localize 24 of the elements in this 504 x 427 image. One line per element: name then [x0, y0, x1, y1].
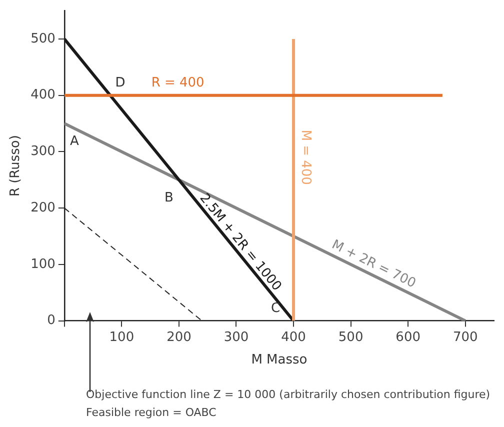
annotation: C [270, 301, 280, 316]
text: M + 2R = 700 [329, 237, 418, 292]
annotation: A [70, 134, 79, 149]
text: Feasible region = OABC [86, 405, 218, 421]
x-tick-label: 500 [338, 330, 364, 345]
y-tick-label: 400 [30, 88, 56, 103]
x-tick-label: 600 [396, 330, 420, 345]
y-tick-label: 100 [30, 256, 56, 272]
text: M = 400 [298, 130, 314, 185]
x-axis-title: M Masso [251, 352, 308, 368]
y-tick-label: 500 [30, 31, 56, 46]
y-axis-title: R (Russo) [8, 135, 24, 197]
y-tick-label: 200 [30, 200, 56, 216]
y-tick-label: 0 [47, 313, 56, 328]
text: Objective function line Z = 10 000 (arbitrarily chosen contribution figure) [86, 387, 490, 403]
annotation: B [164, 190, 174, 206]
x-tick-label: 300 [224, 330, 249, 345]
x-tick-label: 700 [452, 330, 478, 345]
x-tick-label: 100 [109, 330, 134, 345]
annotation: D [115, 76, 126, 91]
y-tick-label: 300 [30, 144, 56, 160]
x-tick-label: 200 [166, 330, 192, 345]
x-tick-label: 400 [281, 330, 306, 345]
series-label: R = 400 [151, 76, 204, 91]
